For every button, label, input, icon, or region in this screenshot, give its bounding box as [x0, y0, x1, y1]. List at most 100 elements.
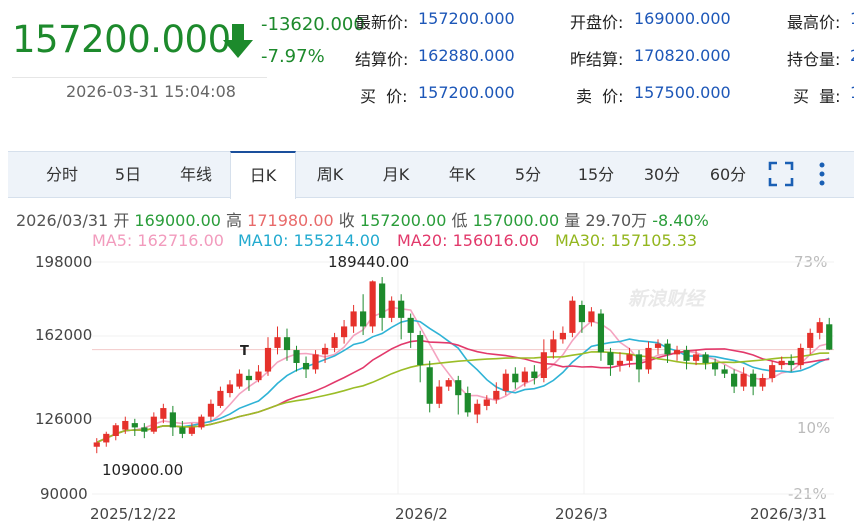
candle-body — [797, 347, 804, 366]
info-low: 157000.00 — [472, 211, 560, 230]
ma30-legend: MA30: 157105.33 — [555, 231, 698, 250]
tab-daily-k[interactable]: 日K — [230, 151, 296, 199]
candle-body — [559, 332, 566, 340]
tab-5day[interactable]: 5日 — [114, 165, 142, 184]
candle-body — [635, 354, 643, 370]
candle-body — [750, 373, 757, 387]
fullscreen-icon[interactable] — [768, 161, 794, 187]
candle-body — [188, 427, 195, 434]
candle-body — [312, 354, 319, 370]
candle-body — [588, 311, 595, 323]
candle-body — [93, 442, 100, 447]
value-open: 169000.000 — [634, 9, 731, 28]
candle-body — [702, 354, 709, 363]
candle-body — [417, 335, 424, 366]
period-tabbar: 分时 5日 年线 日K 周K 月K 年K 5分 15分 30分 60分 — [8, 151, 854, 199]
min-price-label: 109000.00 — [102, 461, 184, 479]
candle-body — [283, 337, 291, 351]
y-tick-1: 198000 — [35, 253, 93, 271]
candle-body — [331, 337, 338, 348]
candle-body — [293, 350, 300, 363]
more-vertical-icon[interactable] — [816, 160, 828, 188]
candle-body — [731, 373, 738, 387]
label-bid-vol: 买 量: — [793, 87, 841, 106]
label-prev-settle: 昨结算: — [570, 50, 624, 69]
label-open: 开盘价: — [570, 13, 624, 32]
info-open-label: 开 — [113, 211, 130, 230]
candle-body — [531, 371, 538, 378]
y-tick-2: 162000 — [35, 326, 93, 344]
candle-body — [350, 311, 357, 327]
x-tick-3: 2026/3 — [555, 505, 608, 523]
value-settle: 162880.000 — [418, 46, 515, 65]
candle-body — [569, 300, 576, 333]
tab-weekly-k[interactable]: 周K — [316, 165, 344, 184]
candle-body — [578, 304, 586, 323]
candle-body — [360, 311, 367, 327]
candle-body — [816, 322, 823, 333]
candle-body — [721, 369, 728, 374]
candle-body — [540, 352, 547, 378]
candle-body — [340, 326, 348, 338]
candle-body — [103, 433, 110, 443]
value-bid-vol: 1 — [850, 83, 854, 102]
x-tick-4: 2026/3/31 — [750, 505, 827, 523]
info-low-label: 低 — [451, 211, 468, 230]
max-price-label: 189440.00 — [328, 253, 410, 271]
tab-yearly-k[interactable]: 年K — [448, 165, 476, 184]
info-high-label: 高 — [226, 211, 243, 230]
ma5-legend: MA5: 162716.00 — [92, 231, 224, 250]
candle-body — [759, 378, 766, 387]
candle-body — [150, 416, 157, 432]
value-bid: 157200.000 — [418, 83, 515, 102]
candle-body — [692, 354, 700, 361]
candle-body — [521, 371, 528, 383]
y-tick-3: 126000 — [35, 410, 93, 428]
candle-body — [626, 354, 633, 361]
info-open: 169000.00 — [134, 211, 221, 230]
candle-body — [474, 403, 481, 415]
ma10-legend: MA10: 155214.00 — [238, 231, 381, 250]
candle-body — [398, 300, 405, 318]
tab-year-line[interactable]: 年线 — [179, 165, 212, 184]
candle-body — [217, 390, 224, 406]
value-prev-settle: 170820.000 — [634, 46, 731, 65]
candle-body — [169, 412, 176, 428]
candle-body — [226, 384, 234, 394]
last-price: 157200.000 — [12, 18, 231, 61]
candle-body — [597, 313, 605, 353]
value-last: 157200.000 — [418, 9, 515, 28]
x-tick-2: 2026/2 — [395, 505, 448, 523]
info-high: 171980.00 — [247, 211, 334, 230]
candle-body — [179, 427, 186, 434]
tab-15min[interactable]: 15分 — [577, 165, 615, 184]
candle-body — [245, 375, 253, 381]
info-pct: -8.40% — [652, 211, 709, 230]
tab-60min[interactable]: 60分 — [709, 165, 747, 184]
x-tick-1: 2025/12/22 — [90, 505, 177, 523]
price-change-pct: -7.97% — [261, 46, 325, 67]
candle-body — [550, 339, 557, 353]
candle-body — [369, 281, 376, 327]
candle-body — [683, 350, 690, 361]
candle-body — [122, 420, 129, 430]
candle-body — [302, 362, 310, 370]
candle-body — [645, 347, 652, 370]
candle-body — [264, 347, 272, 372]
candle-body — [198, 416, 205, 428]
watermark-logo: 新浪财经 — [628, 288, 705, 310]
t-marker: T — [240, 344, 249, 359]
candle-body — [236, 373, 243, 387]
candle-body — [445, 380, 452, 387]
tab-5min[interactable]: 5分 — [514, 165, 542, 184]
candle-body — [616, 360, 624, 366]
tab-monthly-k[interactable]: 月K — [382, 165, 410, 184]
value-open-interest: 2 — [850, 46, 854, 65]
info-date: 2026/03/31 — [16, 211, 109, 230]
info-close: 157200.00 — [359, 211, 447, 230]
candle-body — [512, 373, 519, 383]
candle-body — [711, 362, 719, 370]
tab-intraday[interactable]: 分时 — [45, 165, 78, 184]
tab-30min[interactable]: 30分 — [643, 165, 681, 184]
